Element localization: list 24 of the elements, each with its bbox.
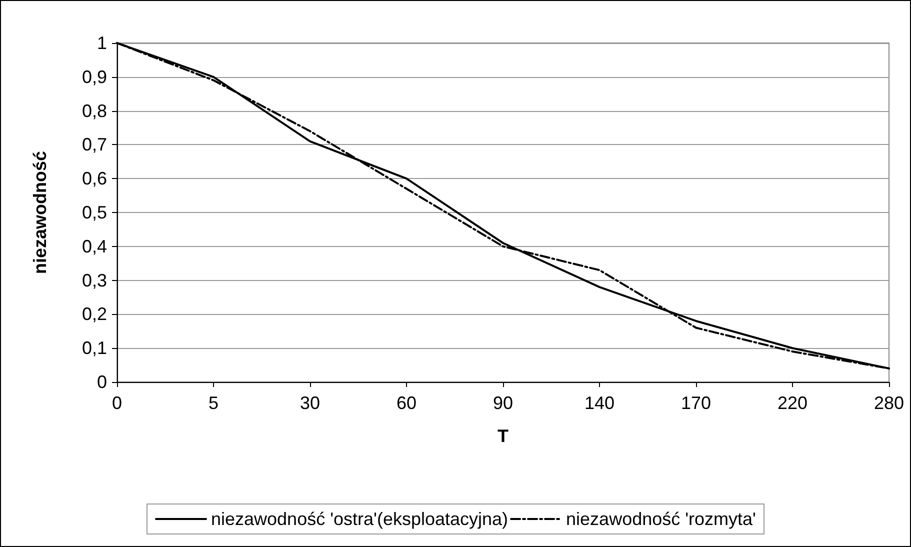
x-tick-label: 60 <box>396 393 417 413</box>
x-tick-label: 30 <box>300 393 320 413</box>
x-tick-label: 90 <box>492 393 514 413</box>
y-axis-title: niezawodność <box>30 150 50 274</box>
y-tick-label: 0,6 <box>82 168 107 189</box>
y-tick-label: 0 <box>96 372 107 392</box>
y-tick-label: 0,3 <box>82 270 107 290</box>
y-tick-label: 0,8 <box>82 100 107 121</box>
x-tick-label: 140 <box>584 393 615 413</box>
legend-label: niezawodność 'rozmyta' <box>566 509 756 529</box>
y-tick-label: 0,5 <box>82 202 107 222</box>
y-tick-label: 1 <box>96 33 107 53</box>
y-tick-label: 0,9 <box>82 66 107 87</box>
y-tick-label: 0,2 <box>82 304 107 324</box>
x-tick-label: 280 <box>874 393 904 413</box>
x-tick-label: 170 <box>680 393 712 413</box>
x-tick-label: 5 <box>208 393 219 413</box>
legend-label: niezawodność 'ostra'(eksploatacyjna) <box>211 509 508 529</box>
x-tick-label: 220 <box>777 393 808 413</box>
y-tick-label: 0,4 <box>82 236 107 256</box>
x-axis-title: T <box>498 426 508 446</box>
y-tick-label: 0,7 <box>82 134 107 155</box>
y-tick-label: 0,1 <box>82 338 107 358</box>
x-tick-label: 0 <box>112 393 122 413</box>
